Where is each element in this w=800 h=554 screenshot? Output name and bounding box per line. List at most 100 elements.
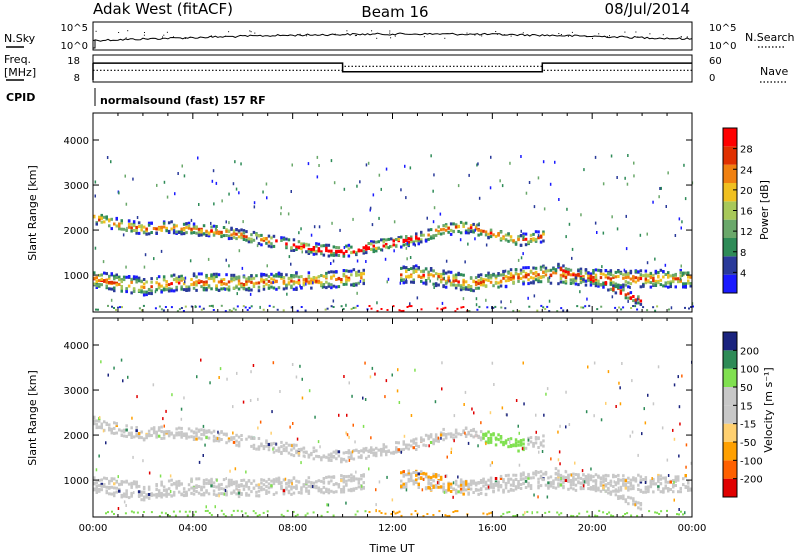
scatter-cell (442, 438, 445, 442)
scatter-cell (569, 486, 573, 490)
scatter-cell (322, 285, 326, 289)
scatter-cell (668, 308, 670, 311)
scatter-cell (202, 307, 205, 310)
scatter-cell (447, 432, 450, 436)
scatter-cell (518, 431, 520, 435)
scatter-cell (152, 383, 155, 387)
scatter-cell (195, 275, 198, 279)
scatter-cell (392, 451, 395, 455)
scatter-cell (175, 486, 178, 490)
scatter-cell (145, 293, 148, 297)
scatter-cell (502, 512, 505, 515)
scatter-cell (407, 268, 410, 271)
scatter-cell (135, 277, 138, 281)
scatter-cell (222, 513, 225, 516)
scatter-cell (332, 284, 336, 288)
scatter-cell (559, 483, 563, 487)
scatter-cell (433, 206, 436, 210)
scatter-cell (268, 304, 271, 307)
scatter-cell (472, 491, 475, 494)
scatter-cell (449, 279, 451, 283)
scatter-cell (415, 478, 418, 482)
scatter-cell (292, 422, 294, 425)
scatter-cell (140, 436, 143, 440)
scatter-cell (135, 429, 138, 433)
scatter-cell (242, 238, 246, 241)
scatter-cell (292, 287, 296, 291)
scatter-cell (257, 494, 261, 498)
scatter-cell (559, 266, 563, 270)
scatter-cell (509, 277, 513, 281)
scatter-cell (410, 479, 413, 483)
scatter-cell (325, 455, 328, 459)
scatter-cell (257, 234, 261, 238)
scatter-cell (312, 247, 316, 251)
scatter-cell (330, 455, 333, 459)
scatter-cell (271, 410, 273, 414)
scatter-cell (270, 245, 273, 249)
scatter-cell (240, 479, 243, 482)
scatter-cell (624, 485, 628, 489)
scatter-cell (248, 306, 251, 309)
scatter-cell (594, 489, 598, 493)
scatter-cell (629, 282, 633, 286)
scatter-cell (390, 451, 393, 455)
scatter-cell (160, 308, 163, 311)
scatter-cell (237, 279, 241, 283)
scatter-cell (616, 176, 618, 179)
scatter-cell (479, 281, 483, 285)
nsearch-point (394, 35, 396, 37)
scatter-cell (679, 277, 682, 281)
scatter-cell (214, 227, 217, 231)
scatter-cell (624, 276, 628, 280)
scatter-cell (447, 226, 450, 230)
scatter-cell (617, 497, 620, 500)
scatter-cell (395, 446, 398, 450)
scatter-cell (612, 287, 615, 291)
scatter-cell (180, 493, 183, 497)
scatter-cell (532, 266, 535, 270)
scatter-cell (174, 514, 177, 517)
scatter-cell (557, 472, 560, 476)
scatter-cell (427, 270, 430, 274)
scatter-cell (140, 228, 143, 232)
scatter-cell (255, 490, 258, 494)
scatter-cell (260, 278, 263, 281)
scatter-cell (477, 488, 480, 492)
scatter-cell (257, 486, 261, 489)
scatter-cell (627, 154, 629, 157)
scatter-cell (390, 237, 393, 241)
scatter-cell (245, 288, 248, 292)
scatter-cell (164, 512, 167, 515)
scatter-cell (182, 433, 186, 437)
scatter-cell (631, 379, 633, 383)
scatter-cell (115, 422, 118, 426)
scatter-cell (247, 493, 251, 497)
scatter-cell (415, 264, 418, 268)
scatter-cell (541, 477, 543, 481)
scatter-cell (559, 475, 563, 479)
scatter-cell (400, 479, 403, 483)
scatter-cell (539, 470, 543, 474)
scatter-cell (345, 269, 348, 273)
velocity-scatter (93, 358, 693, 518)
scatter-cell (205, 489, 208, 493)
scatter-cell (240, 484, 243, 488)
scatter-cell (200, 433, 203, 436)
scatter-cell (200, 285, 203, 289)
scatter-cell (633, 161, 635, 165)
scatter-cell (576, 305, 579, 308)
scatter-cell (235, 187, 238, 191)
scatter-cell (135, 434, 138, 438)
scatter-cell (592, 279, 595, 283)
scatter-cell (410, 280, 413, 284)
scatter-cell (680, 510, 682, 513)
scatter-cell (218, 494, 220, 498)
scatter-cell (520, 256, 523, 260)
scatter-cell (237, 491, 241, 495)
scatter-cell (157, 282, 161, 286)
scatter-cell (286, 509, 289, 512)
scatter-cell (627, 296, 630, 300)
scatter-cell (172, 273, 176, 277)
scatter-cell (155, 435, 158, 439)
